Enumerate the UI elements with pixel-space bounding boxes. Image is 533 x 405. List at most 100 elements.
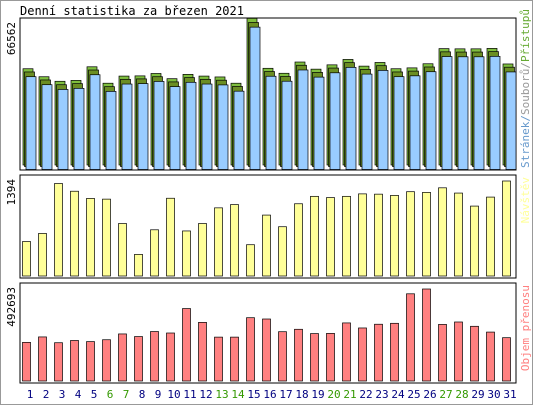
bar-bottom-day-7 <box>118 333 127 382</box>
bar-middle-day-6 <box>102 198 111 277</box>
side-label-middle: Návštěv <box>519 177 532 224</box>
bar-stránek-day-1 <box>25 76 37 170</box>
x-tick-label-23: 23 <box>375 388 388 401</box>
bar-stránek-day-13 <box>217 84 229 170</box>
bar-bottom-day-25 <box>406 293 415 382</box>
bar-bottom-day-28 <box>454 321 463 382</box>
x-tick-label-15: 15 <box>247 388 260 401</box>
panel-frame-middle <box>19 174 517 279</box>
bar-bottom-day-22 <box>358 327 367 382</box>
bar-stránek-day-22 <box>361 73 373 170</box>
bar-middle-day-27 <box>438 187 447 277</box>
bar-bottom-day-31 <box>502 337 511 382</box>
bar-bottom-day-17 <box>278 331 287 382</box>
bar-bottom-day-23 <box>374 323 383 382</box>
x-tick-label-21: 21 <box>343 388 356 401</box>
bar-bottom-day-13 <box>214 336 223 382</box>
chart-title: Denní statistika za březen 2021 <box>20 4 244 18</box>
bar-bottom-day-3 <box>54 342 63 382</box>
bar-middle-day-3 <box>54 183 63 277</box>
bar-stránek-day-23 <box>377 70 389 170</box>
bar-middle-day-14 <box>230 204 239 277</box>
bar-stránek-day-15 <box>249 26 261 170</box>
x-tick-label-18: 18 <box>295 388 308 401</box>
bar-bottom-day-24 <box>390 322 399 382</box>
bar-stránek-day-21 <box>345 67 357 170</box>
bar-stránek-day-19 <box>313 76 325 170</box>
bar-bottom-day-14 <box>230 336 239 382</box>
x-tick-label-9: 9 <box>155 388 162 401</box>
x-tick-label-29: 29 <box>471 388 484 401</box>
bar-bottom-day-19 <box>310 333 319 382</box>
bar-bottom-day-26 <box>422 288 431 382</box>
bar-middle-day-26 <box>422 192 431 277</box>
bar-stránek-day-10 <box>169 86 181 170</box>
bar-bottom-day-9 <box>150 331 159 382</box>
bar-stránek-day-11 <box>185 81 197 170</box>
bar-bottom-day-29 <box>470 325 479 382</box>
bar-bottom-day-8 <box>134 336 143 382</box>
bar-middle-day-24 <box>390 195 399 277</box>
x-tick-label-2: 2 <box>43 388 50 401</box>
bar-middle-day-23 <box>374 193 383 277</box>
x-tick-label-3: 3 <box>59 388 66 401</box>
bar-middle-day-13 <box>214 207 223 277</box>
bar-middle-day-28 <box>454 192 463 277</box>
bar-middle-day-11 <box>182 230 191 277</box>
bar-middle-day-4 <box>70 190 79 277</box>
bar-stránek-day-2 <box>41 84 53 170</box>
bar-bottom-day-20 <box>326 333 335 382</box>
bar-stránek-day-25 <box>409 75 421 170</box>
bar-middle-day-25 <box>406 191 415 277</box>
bar-middle-day-16 <box>262 214 271 277</box>
bar-middle-day-12 <box>198 223 207 277</box>
bar-stránek-day-7 <box>121 83 133 170</box>
x-tick-label-16: 16 <box>263 388 276 401</box>
x-tick-label-10: 10 <box>167 388 180 401</box>
bar-bottom-day-30 <box>486 331 495 382</box>
bar-bottom-day-21 <box>342 322 351 382</box>
x-tick-label-25: 25 <box>407 388 420 401</box>
x-tick-label-1: 1 <box>27 388 34 401</box>
ymax-label-bottom: 492693 <box>5 287 18 327</box>
x-tick-label-7: 7 <box>123 388 130 401</box>
bar-middle-day-1 <box>22 241 31 277</box>
x-tick-label-14: 14 <box>231 388 245 401</box>
x-tick-label-11: 11 <box>183 388 196 401</box>
panel-frame-bottom <box>19 282 517 384</box>
x-tick-label-28: 28 <box>455 388 468 401</box>
bar-middle-day-5 <box>86 198 95 277</box>
bar-middle-day-20 <box>326 197 335 277</box>
x-tick-label-5: 5 <box>91 388 98 401</box>
bar-middle-day-9 <box>150 229 159 277</box>
bar-bottom-day-2 <box>38 336 47 382</box>
side-label-part: Souborů/ <box>519 62 532 115</box>
bar-middle-day-7 <box>118 223 127 277</box>
ymax-label-top: 66562 <box>5 22 18 55</box>
bar-bottom-day-16 <box>262 318 271 382</box>
bar-bottom-day-4 <box>70 340 79 382</box>
bar-stránek-day-3 <box>57 89 69 170</box>
bar-bottom-day-10 <box>166 332 175 382</box>
bar-stránek-day-14 <box>233 90 245 170</box>
x-tick-label-19: 19 <box>311 388 324 401</box>
bar-bottom-day-11 <box>182 308 191 382</box>
x-tick-label-30: 30 <box>487 388 500 401</box>
bar-stránek-day-17 <box>281 80 293 170</box>
x-tick-label-31: 31 <box>503 388 516 401</box>
bar-stránek-day-20 <box>329 72 341 170</box>
bar-middle-day-15 <box>246 244 255 277</box>
bar-middle-day-31 <box>502 180 511 277</box>
bar-middle-day-18 <box>294 203 303 277</box>
bar-stránek-day-24 <box>393 76 405 170</box>
x-tick-label-6: 6 <box>107 388 114 401</box>
bar-stránek-day-28 <box>457 56 469 170</box>
bar-bottom-day-12 <box>198 322 207 382</box>
bar-stránek-day-16 <box>265 75 277 170</box>
bar-middle-day-21 <box>342 195 351 277</box>
ymax-label-middle: 1394 <box>5 179 18 206</box>
x-tick-label-22: 22 <box>359 388 372 401</box>
bar-stránek-day-9 <box>153 81 165 170</box>
bar-bottom-day-6 <box>102 339 111 382</box>
